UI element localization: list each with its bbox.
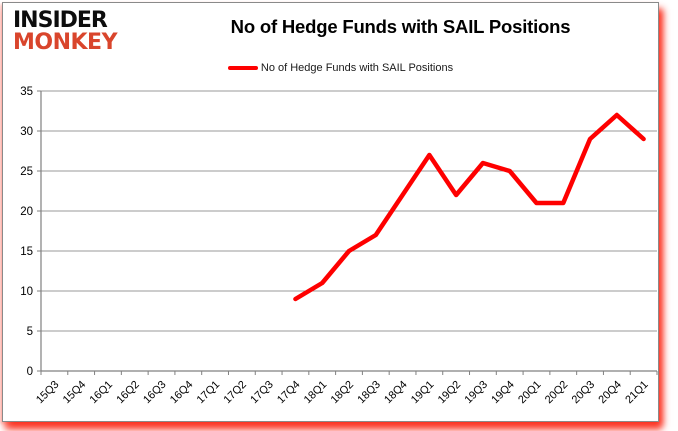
- chart-title: No of Hedge Funds with SAIL Positions: [230, 16, 571, 37]
- x-tick-label: 17Q4: [275, 379, 303, 407]
- y-tick-label: 25: [20, 166, 33, 178]
- legend: No of Hedge Funds with SAIL Positions: [43, 57, 638, 75]
- legend-label: No of Hedge Funds with SAIL Positions: [260, 62, 454, 74]
- x-tick-label: 16Q2: [114, 379, 142, 407]
- chart-card: INSIDER MONKEY No of Hedge Funds with SA…: [2, 2, 659, 422]
- logo-insider-text: INSIDER: [13, 8, 108, 33]
- x-tick-label: 20Q4: [596, 379, 624, 407]
- x-tick-label: 20Q3: [570, 379, 598, 407]
- x-tick-label: 16Q1: [88, 379, 116, 407]
- x-tick-label: 15Q3: [34, 379, 62, 407]
- x-tick-label: 20Q1: [516, 379, 544, 407]
- x-tick-label: 19Q2: [436, 379, 464, 407]
- x-tick-label: 18Q4: [382, 379, 410, 407]
- y-tick-label: 10: [20, 286, 33, 298]
- x-tick-label: 20Q2: [543, 379, 571, 407]
- x-tick-label: 19Q3: [463, 379, 491, 407]
- x-tick-label: 21Q1: [623, 379, 651, 407]
- y-tick-label: 30: [20, 126, 33, 138]
- legend-line-swatch: [227, 66, 258, 70]
- legend-entry: No of Hedge Funds with SAIL Positions: [227, 62, 454, 74]
- x-tick-label: 19Q1: [409, 379, 437, 407]
- x-tick-label: 19Q4: [489, 379, 517, 407]
- insider-monkey-logo: INSIDER MONKEY: [13, 8, 118, 55]
- y-tick-label: 20: [20, 206, 33, 218]
- y-tick-label: 5: [27, 326, 33, 338]
- y-tick-label: 0: [27, 366, 33, 378]
- x-tick-label: 15Q4: [61, 379, 89, 407]
- x-tick-label: 16Q4: [168, 379, 196, 407]
- x-tick-label: 17Q3: [248, 379, 276, 407]
- x-tick-label: 18Q3: [355, 379, 383, 407]
- logo-monkey-text: MONKEY: [13, 30, 118, 55]
- x-tick-label: 18Q1: [302, 379, 330, 407]
- x-tick-label: 18Q2: [329, 379, 357, 407]
- y-tick-label: 35: [20, 86, 33, 98]
- x-tick-label: 17Q2: [221, 379, 249, 407]
- x-tick-label: 17Q1: [195, 379, 223, 407]
- y-tick-label: 15: [20, 246, 33, 258]
- x-tick-label: 16Q3: [141, 379, 169, 407]
- series-line: [293, 112, 646, 302]
